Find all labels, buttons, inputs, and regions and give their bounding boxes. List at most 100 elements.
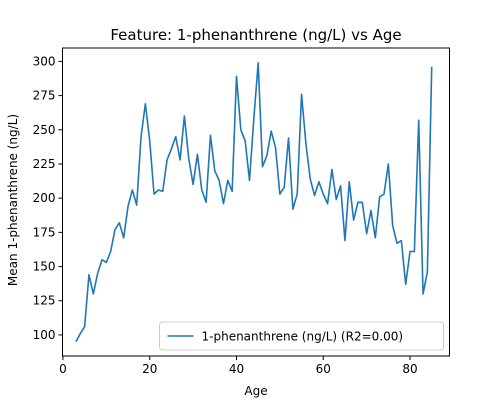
y-tick-label: 175 <box>33 225 56 239</box>
data-point <box>379 196 381 198</box>
data-point <box>88 274 90 276</box>
y-tick-label: 250 <box>33 123 56 137</box>
series-line <box>75 61 433 343</box>
data-point <box>236 76 238 78</box>
x-tick-label: 20 <box>142 362 157 376</box>
x-tick-label: 60 <box>316 362 331 376</box>
data-point <box>79 333 81 335</box>
data-point <box>288 137 290 139</box>
data-point <box>361 201 363 203</box>
data-point <box>322 193 324 195</box>
data-point <box>171 148 173 150</box>
data-point <box>175 136 177 138</box>
y-tick-label: 150 <box>33 260 56 274</box>
data-point <box>179 159 181 161</box>
data-point <box>348 181 350 183</box>
data-point <box>101 259 103 261</box>
plot-area-frame <box>62 47 450 357</box>
data-point <box>136 204 138 206</box>
data-point <box>119 222 121 224</box>
data-point <box>188 158 190 160</box>
data-point <box>383 193 385 195</box>
data-point <box>422 293 424 295</box>
data-point <box>75 341 77 343</box>
data-point <box>205 201 207 203</box>
x-tick-label: 0 <box>59 362 67 376</box>
data-point <box>318 181 320 183</box>
legend-label: 1-phenanthrene (ng/L) (R2=0.00) <box>202 330 404 344</box>
y-tick-label: 300 <box>33 54 56 68</box>
data-point <box>110 251 112 253</box>
data-point <box>93 293 95 295</box>
data-point <box>253 118 255 120</box>
data-point <box>370 210 372 212</box>
data-point <box>375 237 377 239</box>
data-point <box>201 189 203 191</box>
y-tick-label: 125 <box>33 294 56 308</box>
data-point <box>127 206 129 208</box>
data-point <box>396 243 398 245</box>
data-point <box>340 185 342 187</box>
data-point <box>210 134 212 136</box>
data-point <box>145 103 147 105</box>
data-point <box>249 180 251 182</box>
data-point <box>301 93 303 95</box>
data-point <box>305 143 307 145</box>
data-point <box>244 140 246 142</box>
data-point <box>427 271 429 273</box>
data-point <box>366 233 368 235</box>
data-point <box>357 201 359 203</box>
data-point <box>223 203 225 205</box>
data-point <box>401 240 403 242</box>
data-point <box>314 195 316 197</box>
data-point <box>405 284 407 286</box>
data-point <box>227 180 229 182</box>
legend: 1-phenanthrene (ng/L) (R2=0.00) <box>159 321 444 351</box>
data-point <box>409 251 411 253</box>
data-point <box>309 178 311 180</box>
x-tick-label: 80 <box>402 362 417 376</box>
data-point <box>197 154 199 156</box>
axis-ticks: 0 20 40 60 80 100 125 150 175 200 225 250 275 300 <box>33 54 418 376</box>
data-point <box>296 193 298 195</box>
data-point <box>262 166 264 168</box>
data-point <box>266 155 268 157</box>
y-tick-label: 100 <box>33 328 56 342</box>
y-axis-label: Mean 1-phenanthrene (ng/L) <box>6 114 20 286</box>
data-point <box>184 115 186 117</box>
data-point <box>414 251 416 253</box>
data-point <box>84 326 86 328</box>
data-point <box>162 191 164 193</box>
data-point <box>218 180 220 182</box>
series-layer <box>75 61 433 343</box>
data-point <box>192 184 194 186</box>
x-tick-label: 40 <box>229 362 244 376</box>
data-point <box>214 170 216 172</box>
data-point <box>257 62 259 64</box>
data-point <box>149 140 151 142</box>
y-tick-label: 275 <box>33 89 56 103</box>
data-point <box>327 203 329 205</box>
data-point <box>279 193 281 195</box>
y-tick-label: 225 <box>33 157 56 171</box>
data-point <box>123 237 125 239</box>
data-point <box>166 159 168 161</box>
data-point <box>140 136 142 138</box>
data-point <box>431 66 433 68</box>
data-point <box>275 147 277 149</box>
data-point <box>106 262 108 264</box>
data-point <box>158 189 160 191</box>
data-point <box>283 186 285 188</box>
chart-title: Feature: 1-phenanthrene (ng/L) vs Age <box>110 26 401 44</box>
data-point <box>331 169 333 171</box>
data-point <box>240 129 242 131</box>
data-point <box>114 229 116 231</box>
data-point <box>292 208 294 210</box>
data-point <box>335 199 337 201</box>
x-axis-label: Age <box>244 384 267 398</box>
data-point <box>353 219 355 221</box>
data-point <box>388 163 390 165</box>
data-point <box>270 130 272 132</box>
data-point <box>418 119 420 121</box>
